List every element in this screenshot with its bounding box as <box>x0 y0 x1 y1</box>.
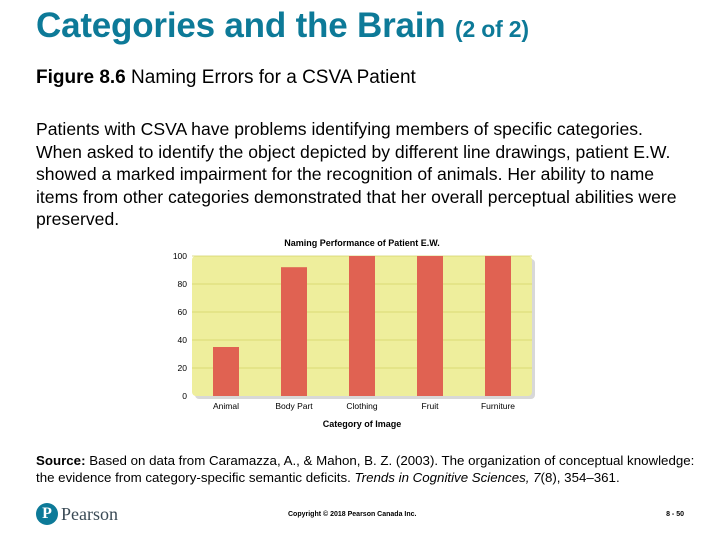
y-tick-label: 0 <box>182 391 187 401</box>
y-tick-label: 100 <box>173 251 187 261</box>
bar-chart: 0 20 40 60 80 100 Animal Body Part Clothing Fruit… <box>173 238 535 429</box>
source-journal: Trends in Cognitive Sciences, 7 <box>354 470 541 485</box>
y-tick-label: 60 <box>178 307 188 317</box>
bar <box>349 256 375 396</box>
y-tick-label: 20 <box>178 363 188 373</box>
x-tick-label: Clothing <box>346 401 377 411</box>
title-suffix: (2 of 2) <box>455 16 529 42</box>
body-paragraph: Patients with CSVA have problems identif… <box>36 119 677 229</box>
y-tick-label: 40 <box>178 335 188 345</box>
bar <box>485 256 511 396</box>
title-main: Categories and the Brain <box>36 6 446 45</box>
copyright-notice: Copyright © 2018 Pearson Canada Inc. <box>288 511 417 518</box>
slide-title: Categories and the Brain (2 of 2) <box>36 6 529 46</box>
x-axis-label: Category of Image <box>323 419 402 429</box>
x-tick-label: Animal <box>213 401 239 411</box>
figure-caption: Naming Errors for a CSVA Patient <box>131 67 416 88</box>
pearson-logo-icon: P <box>36 503 58 525</box>
source-citation: Source: Based on data from Caramazza, A.… <box>36 452 696 486</box>
chart-title: Naming Performance of Patient E.W. <box>284 238 440 248</box>
source-label: Source: <box>36 453 86 468</box>
y-tick-label: 80 <box>178 279 188 289</box>
bar <box>417 256 443 396</box>
page-number: 8 - 50 <box>666 511 684 518</box>
figure-heading: Figure 8.6 Naming Errors for a CSVA Pati… <box>36 67 416 89</box>
source-text: Based on data from Caramazza, A., & Maho… <box>36 453 695 485</box>
x-tick-label: Body Part <box>275 401 313 411</box>
x-tick-label: Furniture <box>481 401 515 411</box>
pearson-logo: P Pearson <box>36 503 118 525</box>
bar <box>281 267 307 396</box>
pearson-logo-text: Pearson <box>61 503 118 524</box>
x-tick-label: Fruit <box>422 401 440 411</box>
figure-label: Figure 8.6 <box>36 67 126 88</box>
bar <box>213 347 239 396</box>
source-text-end: (8), 354–361. <box>540 470 620 485</box>
